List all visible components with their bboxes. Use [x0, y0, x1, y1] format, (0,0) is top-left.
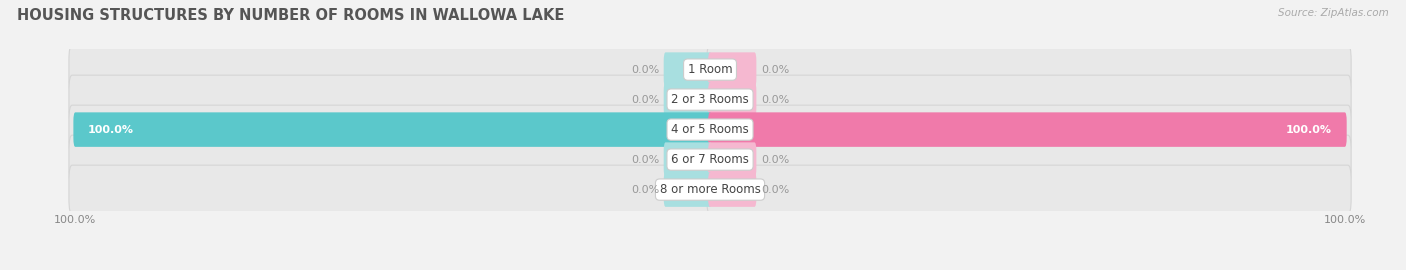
FancyBboxPatch shape — [69, 45, 713, 94]
FancyBboxPatch shape — [707, 45, 1351, 94]
FancyBboxPatch shape — [664, 172, 711, 207]
Text: 2 or 3 Rooms: 2 or 3 Rooms — [671, 93, 749, 106]
Text: 6 or 7 Rooms: 6 or 7 Rooms — [671, 153, 749, 166]
Text: 0.0%: 0.0% — [631, 94, 659, 104]
FancyBboxPatch shape — [69, 105, 713, 154]
Text: Source: ZipAtlas.com: Source: ZipAtlas.com — [1278, 8, 1389, 18]
FancyBboxPatch shape — [69, 75, 713, 124]
FancyBboxPatch shape — [664, 52, 711, 87]
FancyBboxPatch shape — [709, 52, 756, 87]
FancyBboxPatch shape — [709, 82, 756, 117]
FancyBboxPatch shape — [73, 112, 711, 147]
Text: 0.0%: 0.0% — [761, 65, 789, 75]
Text: 100.0%: 100.0% — [1286, 124, 1331, 135]
FancyBboxPatch shape — [707, 105, 1351, 154]
FancyBboxPatch shape — [707, 135, 1351, 184]
FancyBboxPatch shape — [707, 165, 1351, 214]
FancyBboxPatch shape — [69, 165, 713, 214]
Text: 0.0%: 0.0% — [761, 185, 789, 195]
Text: 4 or 5 Rooms: 4 or 5 Rooms — [671, 123, 749, 136]
Text: 8 or more Rooms: 8 or more Rooms — [659, 183, 761, 196]
Text: 0.0%: 0.0% — [761, 155, 789, 165]
Text: 0.0%: 0.0% — [761, 94, 789, 104]
FancyBboxPatch shape — [69, 135, 713, 184]
Text: 0.0%: 0.0% — [631, 185, 659, 195]
FancyBboxPatch shape — [709, 172, 756, 207]
FancyBboxPatch shape — [664, 142, 711, 177]
Text: 100.0%: 100.0% — [89, 124, 134, 135]
Text: 1 Room: 1 Room — [688, 63, 733, 76]
FancyBboxPatch shape — [707, 75, 1351, 124]
Text: 0.0%: 0.0% — [631, 155, 659, 165]
Text: HOUSING STRUCTURES BY NUMBER OF ROOMS IN WALLOWA LAKE: HOUSING STRUCTURES BY NUMBER OF ROOMS IN… — [17, 8, 564, 23]
FancyBboxPatch shape — [709, 142, 756, 177]
FancyBboxPatch shape — [664, 82, 711, 117]
Text: 0.0%: 0.0% — [631, 65, 659, 75]
FancyBboxPatch shape — [709, 112, 1347, 147]
